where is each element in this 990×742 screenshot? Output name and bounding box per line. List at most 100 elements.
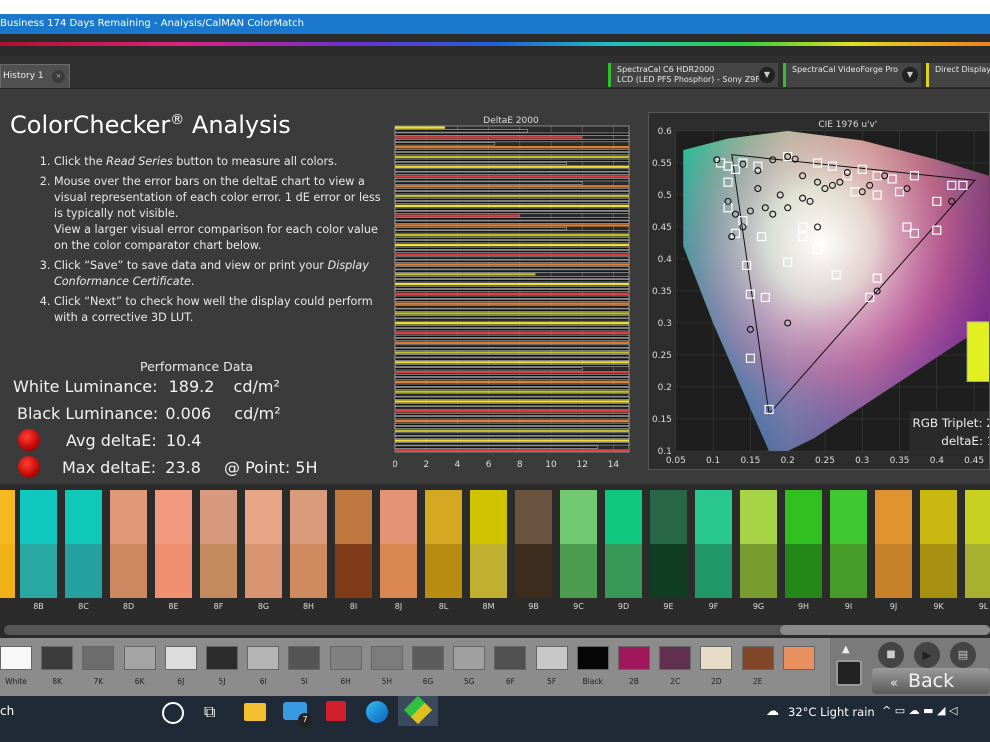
deltae-bar[interactable] (394, 142, 496, 146)
color-list-item[interactable]: 6I (245, 644, 281, 686)
target-point[interactable] (909, 171, 920, 181)
measured-point[interactable] (776, 191, 784, 199)
deltae-bar[interactable] (394, 207, 630, 211)
measured-point[interactable] (728, 233, 736, 241)
deltae-bar[interactable] (394, 246, 630, 250)
color-swatch[interactable]: 8L (425, 490, 462, 611)
target-point[interactable] (887, 174, 897, 184)
deltae-bar[interactable] (395, 185, 629, 188)
color-swatch[interactable]: 8D (110, 490, 147, 611)
target-point[interactable] (812, 158, 823, 168)
target-point[interactable] (857, 164, 867, 174)
color-list-item[interactable]: 2B (616, 644, 652, 686)
deltae-bar[interactable] (395, 429, 629, 432)
target-point[interactable] (932, 225, 942, 235)
measured-point[interactable] (843, 169, 851, 177)
cortana-icon[interactable] (162, 702, 184, 724)
measured-point[interactable] (739, 160, 747, 168)
deltae-bar[interactable] (394, 217, 630, 221)
color-comparator[interactable]: 8B 8C 8D 8E 8F 8G 8H 8I 8J 8L 8M 9B 9C 9D 9E 9F 9G 9H 9I 9J… (0, 484, 990, 622)
deltae-bar[interactable] (395, 390, 629, 393)
deltae-bar[interactable] (394, 181, 583, 185)
deltae-bar[interactable] (394, 158, 630, 162)
target-point[interactable] (842, 171, 852, 181)
chevron-down-icon[interactable]: ▼ (902, 67, 918, 83)
deltae-bar[interactable] (394, 364, 630, 368)
measured-point[interactable] (784, 153, 792, 161)
deltae-bar[interactable] (394, 403, 630, 407)
deltae-bar[interactable] (394, 191, 630, 195)
deltae-bar[interactable] (394, 266, 630, 270)
target-point[interactable] (831, 270, 841, 280)
deltae-bar[interactable] (395, 380, 629, 384)
deltae-bar[interactable] (394, 328, 630, 332)
target-point[interactable] (958, 180, 968, 190)
color-swatch[interactable]: 8I (335, 490, 372, 611)
gift-icon[interactable] (326, 701, 346, 721)
deltae-bar[interactable] (394, 338, 630, 341)
deltae-bar[interactable] (394, 250, 630, 253)
color-list-item[interactable]: 5J (204, 644, 240, 686)
deltae-bar[interactable] (395, 282, 629, 286)
color-list-item[interactable]: 6F (492, 644, 528, 686)
color-list-item[interactable]: 2C (657, 644, 693, 686)
tab-close-icon[interactable]: × (52, 70, 65, 83)
measured-point[interactable] (791, 155, 799, 163)
deltae-bar[interactable] (395, 322, 629, 325)
color-swatch[interactable]: 8B (20, 490, 57, 611)
measured-point[interactable] (813, 223, 822, 231)
deltae-bar[interactable] (394, 162, 567, 165)
color-list-item[interactable]: 5H (369, 644, 405, 686)
deltae-bar[interactable] (395, 263, 629, 266)
measured-point[interactable] (761, 204, 769, 212)
device-meter[interactable]: SpectraCal C6 HDR2000 LCD (LED PFS Phosp… (608, 63, 778, 87)
target-point[interactable] (760, 292, 770, 302)
chevron-down-icon[interactable]: ▼ (759, 67, 775, 83)
deltae-bar[interactable] (395, 341, 629, 344)
color-swatch[interactable]: 9F (695, 490, 732, 611)
deltae-bar[interactable] (395, 234, 629, 237)
deltae-bar[interactable] (394, 129, 528, 133)
back-button[interactable]: «Back (872, 668, 990, 694)
color-list-item[interactable]: 6J (163, 644, 199, 686)
measured-point[interactable] (724, 197, 732, 205)
measured-point[interactable] (873, 287, 881, 295)
deltae-bar[interactable] (394, 295, 630, 299)
deltae-bar[interactable] (395, 302, 629, 305)
color-swatch[interactable]: 9J (875, 490, 912, 611)
deltae-bar[interactable] (395, 136, 583, 139)
color-swatch[interactable]: 9L (965, 490, 990, 611)
color-swatch[interactable]: 8E (155, 490, 192, 611)
deltae-bar[interactable] (394, 256, 630, 260)
deltae-bar[interactable] (394, 168, 630, 172)
color-swatch[interactable]: 9K (920, 490, 957, 611)
target-point[interactable] (757, 232, 767, 242)
deltae-bar[interactable] (395, 419, 629, 423)
color-list-item[interactable]: 6G (410, 644, 446, 686)
deltae-bar[interactable] (394, 367, 583, 371)
deltae-bar[interactable] (395, 361, 629, 364)
measured-point[interactable] (746, 325, 754, 333)
measured-point[interactable] (903, 185, 911, 193)
deltae-chart[interactable]: DeltaE 2000 0 2 4 6 8 10 12 14 (393, 116, 639, 476)
deltae-bar[interactable] (395, 449, 629, 452)
measured-point[interactable] (784, 319, 792, 327)
measured-point[interactable] (799, 194, 807, 202)
deltae-bar[interactable] (394, 188, 630, 191)
deltae-bar[interactable] (394, 139, 630, 143)
deltae-bar[interactable] (394, 132, 630, 136)
deltae-bar[interactable] (394, 396, 630, 400)
measured-point[interactable] (828, 181, 836, 189)
target-point[interactable] (865, 292, 875, 302)
deltae-bar[interactable] (394, 422, 630, 426)
deltae-bar[interactable] (395, 243, 629, 247)
deltae-bar[interactable] (395, 155, 629, 159)
target-point[interactable] (798, 232, 808, 242)
deltae-bar[interactable] (394, 432, 630, 436)
deltae-bar[interactable] (394, 325, 630, 328)
deltae-bar[interactable] (394, 393, 630, 397)
play-icon[interactable]: ▶ (914, 642, 940, 668)
deltae-bar[interactable] (394, 178, 630, 182)
weather-text[interactable]: 32°C Light rain (788, 705, 875, 719)
deltae-bar[interactable] (394, 334, 630, 338)
